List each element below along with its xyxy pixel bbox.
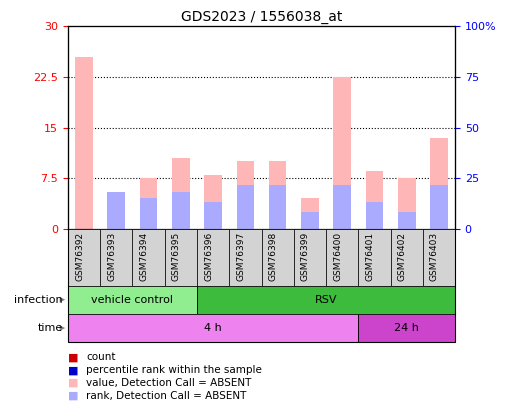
Text: GSM76402: GSM76402 xyxy=(397,232,407,281)
Text: RSV: RSV xyxy=(315,295,337,305)
Bar xyxy=(398,178,415,229)
Text: value, Detection Call = ABSENT: value, Detection Call = ABSENT xyxy=(86,378,252,388)
Text: infection: infection xyxy=(14,295,63,305)
Text: GSM76396: GSM76396 xyxy=(204,232,213,281)
Text: GSM76394: GSM76394 xyxy=(140,232,149,281)
Bar xyxy=(197,229,229,286)
Bar xyxy=(108,192,125,229)
Bar xyxy=(68,286,197,314)
Bar xyxy=(366,202,383,229)
Bar xyxy=(236,185,254,229)
Bar xyxy=(301,212,319,229)
Text: ■: ■ xyxy=(68,378,78,388)
Bar xyxy=(68,314,358,342)
Bar xyxy=(366,171,383,229)
Text: GSM76398: GSM76398 xyxy=(269,232,278,281)
Bar xyxy=(132,229,165,286)
Text: GSM76397: GSM76397 xyxy=(236,232,245,281)
Text: ■: ■ xyxy=(68,352,78,362)
Bar xyxy=(326,229,358,286)
Title: GDS2023 / 1556038_at: GDS2023 / 1556038_at xyxy=(181,10,342,24)
Bar xyxy=(358,229,391,286)
Bar xyxy=(423,229,455,286)
Bar xyxy=(197,286,455,314)
Text: count: count xyxy=(86,352,116,362)
Bar xyxy=(172,192,190,229)
Bar xyxy=(229,229,262,286)
Bar xyxy=(140,178,157,229)
Bar xyxy=(204,202,222,229)
Text: GSM76401: GSM76401 xyxy=(366,232,374,281)
Bar xyxy=(391,229,423,286)
Bar xyxy=(301,198,319,229)
Bar xyxy=(358,314,455,342)
Bar xyxy=(165,229,197,286)
Text: GSM76392: GSM76392 xyxy=(75,232,84,281)
Text: GSM76395: GSM76395 xyxy=(172,232,181,281)
Bar xyxy=(430,138,448,229)
Bar xyxy=(333,77,351,229)
Bar xyxy=(140,198,157,229)
Bar xyxy=(333,185,351,229)
Text: rank, Detection Call = ABSENT: rank, Detection Call = ABSENT xyxy=(86,391,247,401)
Bar xyxy=(204,175,222,229)
Text: ■: ■ xyxy=(68,365,78,375)
Text: GSM76403: GSM76403 xyxy=(430,232,439,281)
Text: ■: ■ xyxy=(68,391,78,401)
Text: GSM76393: GSM76393 xyxy=(107,232,116,281)
Bar xyxy=(398,212,415,229)
Bar xyxy=(75,57,93,229)
Text: percentile rank within the sample: percentile rank within the sample xyxy=(86,365,262,375)
Text: GSM76399: GSM76399 xyxy=(301,232,310,281)
Bar xyxy=(294,229,326,286)
Bar xyxy=(100,229,132,286)
Text: time: time xyxy=(38,323,63,333)
Bar xyxy=(262,229,294,286)
Bar xyxy=(172,158,190,229)
Bar xyxy=(236,161,254,229)
Bar xyxy=(430,185,448,229)
Text: GSM76400: GSM76400 xyxy=(333,232,342,281)
Text: 4 h: 4 h xyxy=(204,323,222,333)
Bar xyxy=(269,185,287,229)
Bar xyxy=(269,161,287,229)
Text: vehicle control: vehicle control xyxy=(92,295,174,305)
Bar xyxy=(108,192,125,229)
Text: 24 h: 24 h xyxy=(394,323,419,333)
Bar xyxy=(68,229,100,286)
